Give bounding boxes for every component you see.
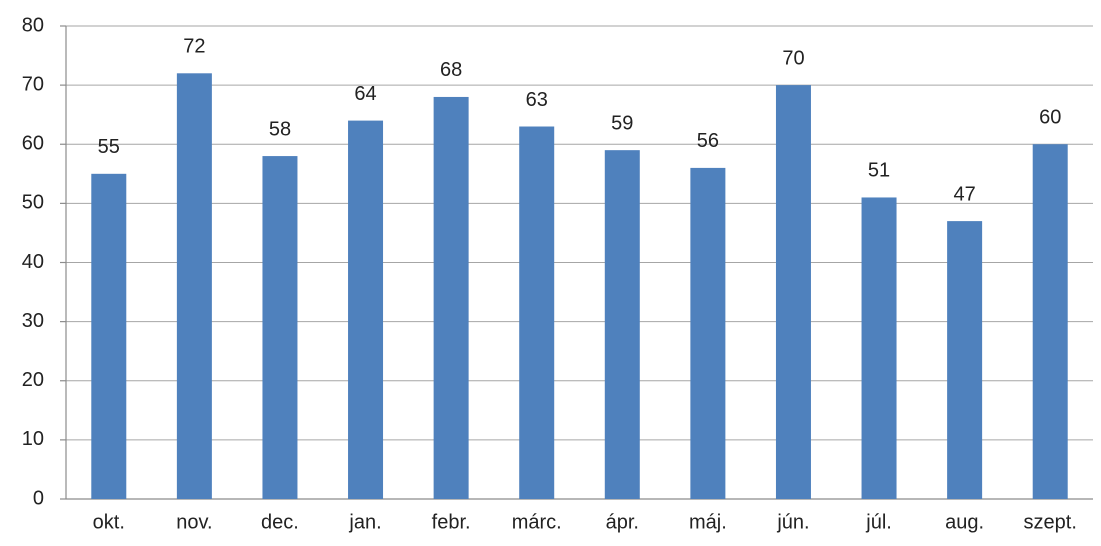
x-tick-label: máj. (689, 511, 727, 533)
data-label: 70 (782, 47, 804, 69)
bar (91, 173, 127, 499)
data-label: 55 (98, 136, 120, 158)
y-tick-label: 0 (33, 487, 44, 509)
data-label: 51 (868, 160, 890, 182)
data-label: 58 (269, 118, 291, 140)
data-label: 60 (1039, 107, 1061, 129)
y-tick-label: 50 (22, 192, 44, 214)
bar (176, 73, 212, 500)
bar (690, 167, 726, 499)
data-label: 63 (526, 89, 548, 111)
bar (262, 156, 298, 499)
bar (775, 85, 811, 499)
data-label: 47 (954, 183, 976, 205)
bar (519, 126, 555, 499)
y-tick-label: 60 (22, 133, 44, 155)
x-tick-label: márc. (512, 511, 562, 533)
bar (433, 96, 469, 499)
y-tick-label: 10 (22, 428, 44, 450)
bar (1032, 144, 1068, 499)
y-tick-label: 70 (22, 73, 44, 95)
bar (348, 120, 384, 499)
x-tick-label: júl. (865, 511, 892, 533)
y-tick-label: 80 (22, 14, 44, 36)
x-tick-label: jún. (776, 511, 809, 533)
y-tick-label: 40 (22, 251, 44, 273)
data-label: 56 (697, 130, 719, 152)
x-tick-label: nov. (176, 511, 212, 533)
x-tick-label: aug. (945, 511, 984, 533)
x-tick-label: okt. (93, 511, 125, 533)
bar (604, 150, 640, 499)
bar (861, 197, 897, 499)
bar (947, 221, 983, 500)
data-label: 68 (440, 59, 462, 81)
data-label: 59 (611, 112, 633, 134)
x-tick-label: dec. (261, 511, 299, 533)
x-tick-label: ápr. (606, 511, 639, 533)
data-label: 72 (183, 36, 205, 58)
x-tick-label: jan. (348, 511, 381, 533)
y-tick-label: 30 (22, 310, 44, 332)
x-tick-label: szept. (1024, 511, 1077, 533)
x-tick-label: febr. (432, 511, 471, 533)
data-label: 64 (354, 83, 376, 105)
y-tick-label: 20 (22, 369, 44, 391)
